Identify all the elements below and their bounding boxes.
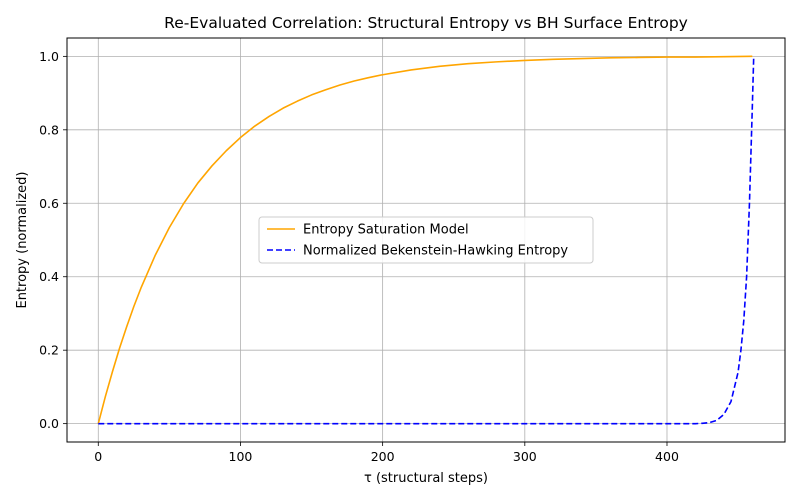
chart-title: Re-Evaluated Correlation: Structural Ent…: [164, 14, 688, 32]
y-tick-label: 0.8: [39, 122, 59, 137]
x-tick-label: 400: [655, 449, 679, 464]
axis-ticks: 0 100 200 300 400 0.0 0.2 0.4 0.6 0.8 1.0: [39, 49, 679, 464]
y-tick-label: 0.0: [39, 416, 59, 431]
x-axis-label: τ (structural steps): [364, 471, 488, 486]
series-line-1: [97, 55, 753, 424]
x-tick-label: 100: [229, 449, 253, 464]
plot-frame: [66, 37, 786, 443]
y-axis-label: Entropy (normalized): [15, 171, 30, 308]
legend: Entropy Saturation Model Normalized Beken…: [258, 216, 594, 264]
legend-label-1: Entropy Saturation Model: [303, 223, 469, 238]
x-tick-label: 300: [513, 449, 537, 464]
y-tick-label: 0.6: [39, 196, 59, 211]
legend-box: [258, 216, 594, 264]
y-tick-label: 1.0: [39, 49, 59, 64]
x-tick-label: 200: [371, 449, 395, 464]
plot-series: [97, 55, 755, 425]
legend-label-2: Normalized Bekenstein-Hawking Entropy: [303, 244, 568, 259]
x-tick-label: 0: [94, 449, 102, 464]
series-line-2: [98, 56, 755, 425]
y-tick-label: 0.2: [39, 343, 59, 358]
y-tick-label: 0.4: [39, 269, 59, 284]
